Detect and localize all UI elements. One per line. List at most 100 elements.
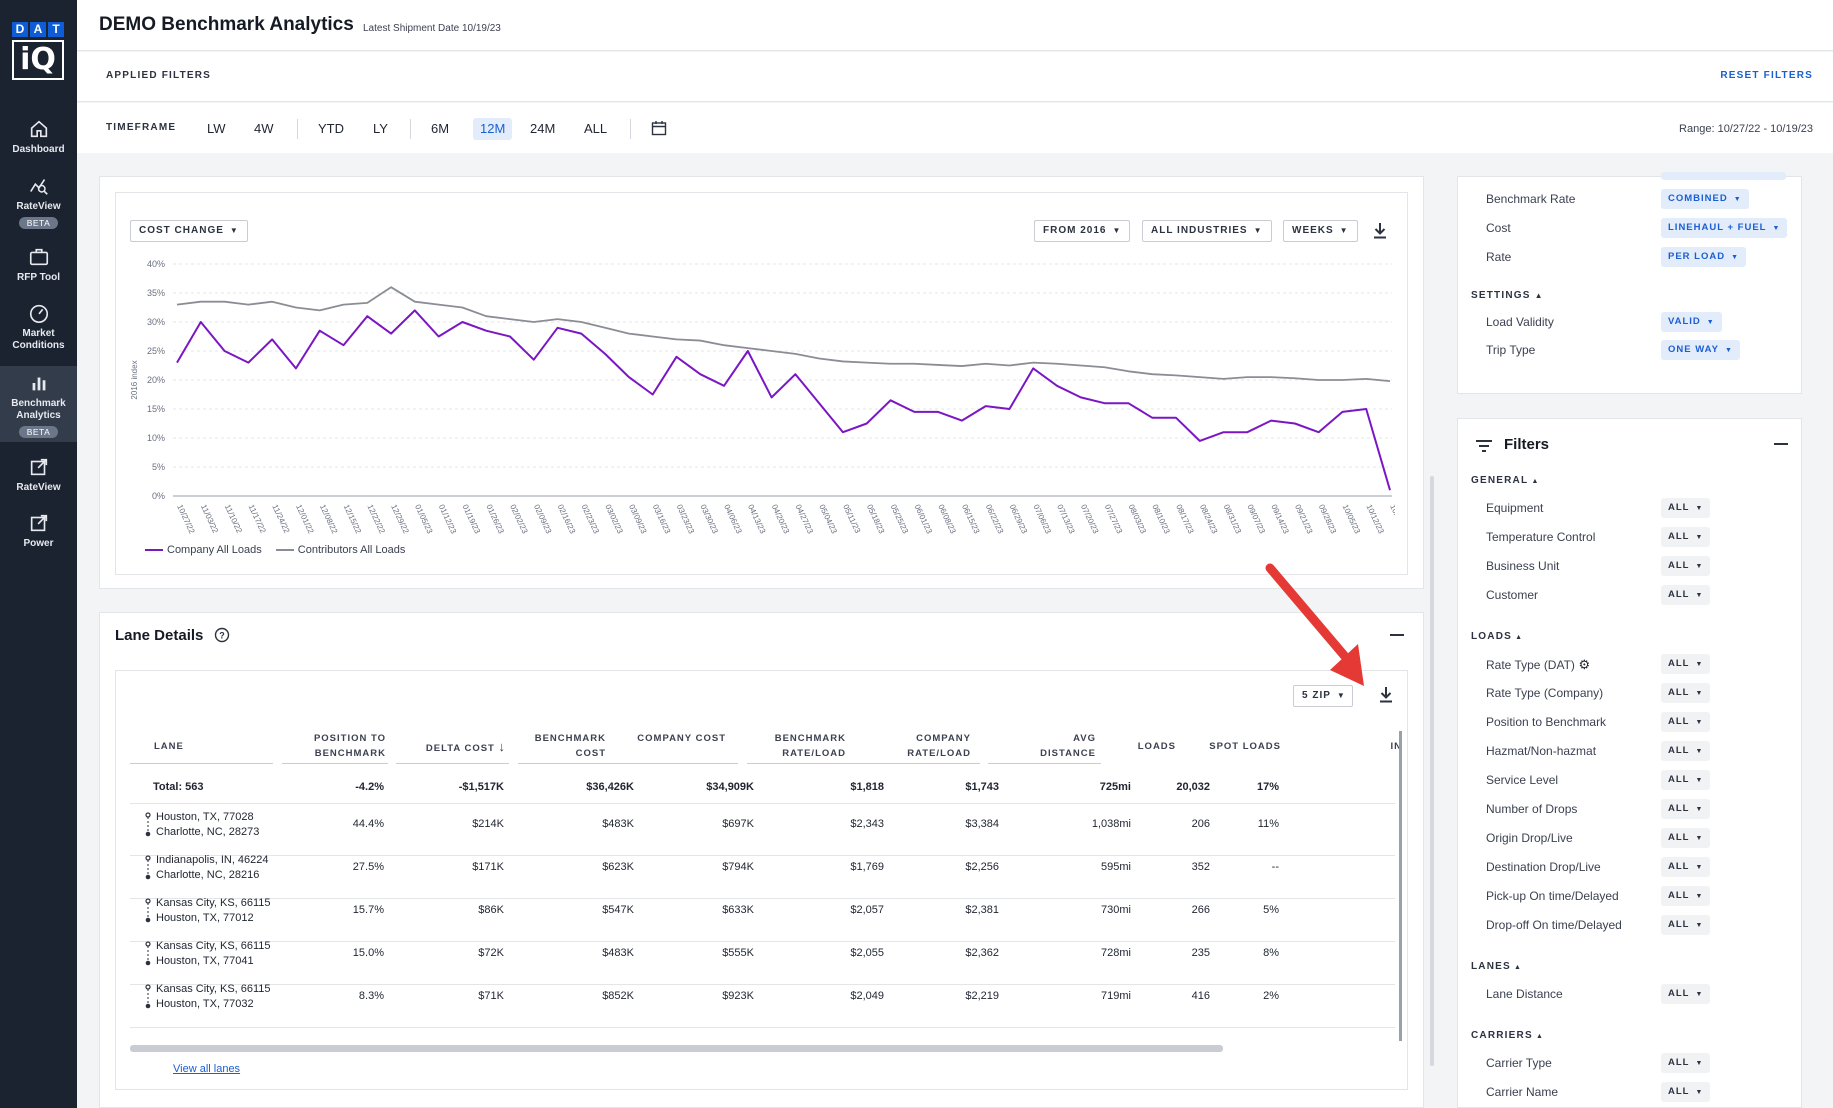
- x-tick-label: 05/18/23: [865, 503, 887, 536]
- cell-delta: $71K: [478, 990, 504, 1002]
- timeframe-4w[interactable]: 4W: [254, 121, 274, 136]
- timeframe-lw[interactable]: LW: [207, 121, 226, 136]
- lane-name[interactable]: Kansas City, KS, 66115 Houston, TX, 77041: [156, 939, 271, 969]
- filter-select[interactable]: ALL ▼: [1661, 857, 1711, 877]
- filter-select[interactable]: ALL ▼: [1661, 498, 1711, 518]
- sidebar-item-rateview-beta[interactable]: RateView BETA: [0, 175, 77, 231]
- industries-dropdown[interactable]: ALL INDUSTRIES ▼: [1142, 220, 1272, 242]
- col-benchmark-rate[interactable]: BENCHMARK RATE/LOAD: [774, 733, 846, 759]
- filter-select[interactable]: ALL ▼: [1661, 1082, 1711, 1102]
- chevron-up-icon: ▲: [1534, 291, 1544, 300]
- benchmark-rate-label: Benchmark Rate: [1486, 192, 1576, 206]
- col-spot-loads[interactable]: SPOT LOADS: [1209, 741, 1281, 752]
- col-lane[interactable]: LANE: [154, 741, 184, 752]
- filter-select[interactable]: ALL ▼: [1661, 654, 1711, 674]
- filter-select[interactable]: ALL ▼: [1661, 886, 1711, 906]
- sidebar-item-power[interactable]: Power: [0, 512, 77, 550]
- timeframe-all[interactable]: ALL: [584, 121, 608, 136]
- col-avg-distance[interactable]: AVG DISTANCE: [1040, 733, 1096, 759]
- rate-select[interactable]: PER LOAD ▼: [1661, 247, 1747, 267]
- col-benchmark-cost[interactable]: BENCHMARK COST: [534, 733, 606, 759]
- filter-label: Lane Distance: [1486, 987, 1563, 1001]
- external-link-icon: [30, 514, 47, 532]
- timeframe-12m[interactable]: 12M: [473, 118, 513, 140]
- load-validity-select[interactable]: VALID ▼: [1661, 312, 1722, 332]
- filter-section-general[interactable]: GENERAL ▲: [1471, 475, 1540, 486]
- cost-select[interactable]: LINEHAUL + FUEL ▼: [1661, 218, 1788, 238]
- reset-filters-button[interactable]: RESET FILTERS: [1720, 70, 1813, 81]
- timeframe-6m[interactable]: 6M: [431, 121, 450, 136]
- sidebar-item-rateview-external[interactable]: RateView: [0, 456, 77, 494]
- filter-select[interactable]: ALL ▼: [1661, 1053, 1711, 1073]
- cell-company-cost: $923K: [722, 990, 754, 1002]
- benchmark-rate-select[interactable]: COMBINED ▼: [1661, 189, 1749, 209]
- filter-label: Customer: [1486, 588, 1539, 602]
- timeframe-ly[interactable]: LY: [373, 121, 388, 136]
- view-all-lanes-link[interactable]: View all lanes: [173, 1063, 241, 1075]
- rateview-icon: [29, 179, 48, 195]
- horizontal-scrollbar[interactable]: [130, 1045, 1223, 1052]
- filter-select[interactable]: ALL ▼: [1661, 527, 1711, 547]
- sidebar-item-market-conditions[interactable]: Market Conditions: [0, 302, 77, 352]
- lane-details-collapse-button[interactable]: [1390, 634, 1404, 636]
- filter-select[interactable]: ALL ▼: [1661, 712, 1711, 732]
- zip-level-dropdown[interactable]: 5 ZIP ▼: [1293, 685, 1353, 707]
- lane-name[interactable]: Kansas City, KS, 66115 Houston, TX, 77032: [156, 982, 271, 1012]
- external-link-icon: [30, 458, 47, 476]
- sidebar-item-benchmark-analytics[interactable]: Benchmark Analytics BETA: [0, 366, 77, 442]
- cost-change-dropdown[interactable]: COST CHANGE ▼: [130, 220, 248, 242]
- applied-filters-bar: APPLIED FILTERS RESET FILTERS: [77, 52, 1833, 102]
- lane-name[interactable]: Houston, TX, 77028 Charlotte, NC, 28273: [156, 810, 259, 840]
- lane-name[interactable]: Kansas City, KS, 66115 Houston, TX, 77012: [156, 896, 271, 926]
- filter-section-loads[interactable]: LOADS ▲: [1471, 631, 1524, 642]
- origin-destination-icon: [145, 812, 151, 837]
- filter-select[interactable]: ALL ▼: [1661, 799, 1711, 819]
- filter-section-carriers[interactable]: CARRIERS ▲: [1471, 1030, 1545, 1041]
- filter-select[interactable]: ALL ▼: [1661, 683, 1711, 703]
- filter-select[interactable]: ALL ▼: [1661, 741, 1711, 761]
- series-line-company[interactable]: [176, 309, 1391, 491]
- filter-label: Carrier Type: [1486, 1056, 1552, 1070]
- trip-type-select[interactable]: ONE WAY ▼: [1661, 340, 1740, 360]
- col-company-cost[interactable]: COMPANY COST: [637, 733, 726, 744]
- from-year-dropdown[interactable]: FROM 2016 ▼: [1034, 220, 1131, 242]
- gear-icon[interactable]: ⚙: [1574, 657, 1591, 672]
- x-tick-label: 01/12/23: [437, 503, 459, 536]
- beta-badge: BETA: [18, 426, 59, 438]
- filter-select[interactable]: ALL ▼: [1661, 915, 1711, 935]
- help-icon[interactable]: ?: [214, 627, 230, 643]
- filter-section-lanes[interactable]: LANES ▲: [1471, 961, 1523, 972]
- settings-section-header[interactable]: SETTINGS ▲: [1471, 290, 1544, 301]
- filter-select[interactable]: ALL ▼: [1661, 984, 1711, 1004]
- sidebar-item-rfp-tool[interactable]: RFP Tool: [0, 246, 77, 284]
- col-company-rate[interactable]: COMPANY RATE/LOAD: [907, 733, 971, 759]
- chart-download-icon[interactable]: [1372, 222, 1388, 240]
- series-line-contributors[interactable]: [176, 286, 1391, 383]
- timeframe-ytd[interactable]: YTD: [318, 121, 344, 136]
- filter-select[interactable]: ALL ▼: [1661, 556, 1711, 576]
- x-tick-label: 12/01/22: [294, 503, 316, 536]
- lane-destination: Houston, TX, 77012: [156, 912, 254, 924]
- table-download-icon[interactable]: [1378, 686, 1394, 704]
- vertical-scrollbar[interactable]: [1399, 731, 1402, 1041]
- x-tick-label: 01/05/23: [413, 503, 435, 536]
- date-range: Range: 10/27/22 - 10/19/23: [1679, 123, 1813, 135]
- sidebar-item-dashboard[interactable]: Dashboard: [0, 118, 77, 156]
- lane-destination: Charlotte, NC, 28216: [156, 869, 260, 881]
- latest-shipment-date: Latest Shipment Date 10/19/23: [363, 23, 501, 34]
- col-overflow[interactable]: IN: [1390, 741, 1402, 752]
- filters-collapse-button[interactable]: [1774, 443, 1788, 445]
- timeframe-24m[interactable]: 24M: [530, 121, 556, 136]
- x-tick-label: 03/09/23: [627, 503, 649, 536]
- filter-select[interactable]: ALL ▼: [1661, 828, 1711, 848]
- col-loads[interactable]: LOADS: [1137, 741, 1176, 752]
- filter-select[interactable]: ALL ▼: [1661, 770, 1711, 790]
- period-dropdown[interactable]: WEEKS ▼: [1283, 220, 1358, 242]
- panel-scrollbar[interactable]: [1430, 476, 1434, 1066]
- filter-select[interactable]: ALL ▼: [1661, 585, 1711, 605]
- col-position[interactable]: POSITION TO BENCHMARK: [313, 733, 386, 759]
- calendar-icon[interactable]: [651, 120, 667, 136]
- lane-name[interactable]: Indianapolis, IN, 46224 Charlotte, NC, 28…: [156, 853, 269, 883]
- col-delta-cost[interactable]: DELTA COST ↓: [425, 739, 506, 754]
